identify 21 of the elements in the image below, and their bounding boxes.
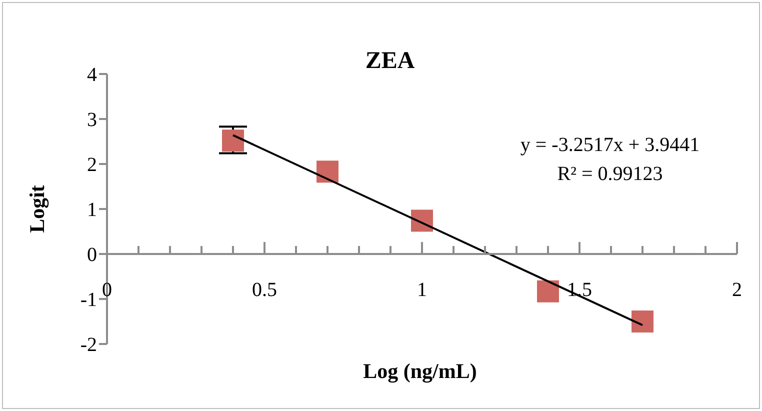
x-tick-label: 1 [417,279,427,301]
point [632,310,654,332]
y-tick-label: -1 [80,289,97,312]
annotation: y = -3.2517x + 3.9441 [520,134,700,156]
chart-title: ZEA [365,48,416,74]
x-tick-label: 0.5 [252,279,277,301]
y-tick-label: 3 [87,109,97,132]
y-axis-title: Logit [25,185,49,233]
point [411,210,433,232]
x-axis-title: Log (ng/mL) [363,359,477,383]
annotation: R² = 0.99123 [557,163,663,185]
y-tick-label: 2 [87,154,97,176]
x-tick-label: 0 [102,279,112,301]
point [222,130,244,152]
y-tick-label: 4 [87,64,97,86]
x-tick-label: 2 [732,279,742,301]
y-tick-label: -2 [80,334,97,356]
point [537,280,559,302]
y-tick-label: 0 [87,244,97,266]
point [316,160,338,183]
y-tick-label: 1 [87,199,97,222]
